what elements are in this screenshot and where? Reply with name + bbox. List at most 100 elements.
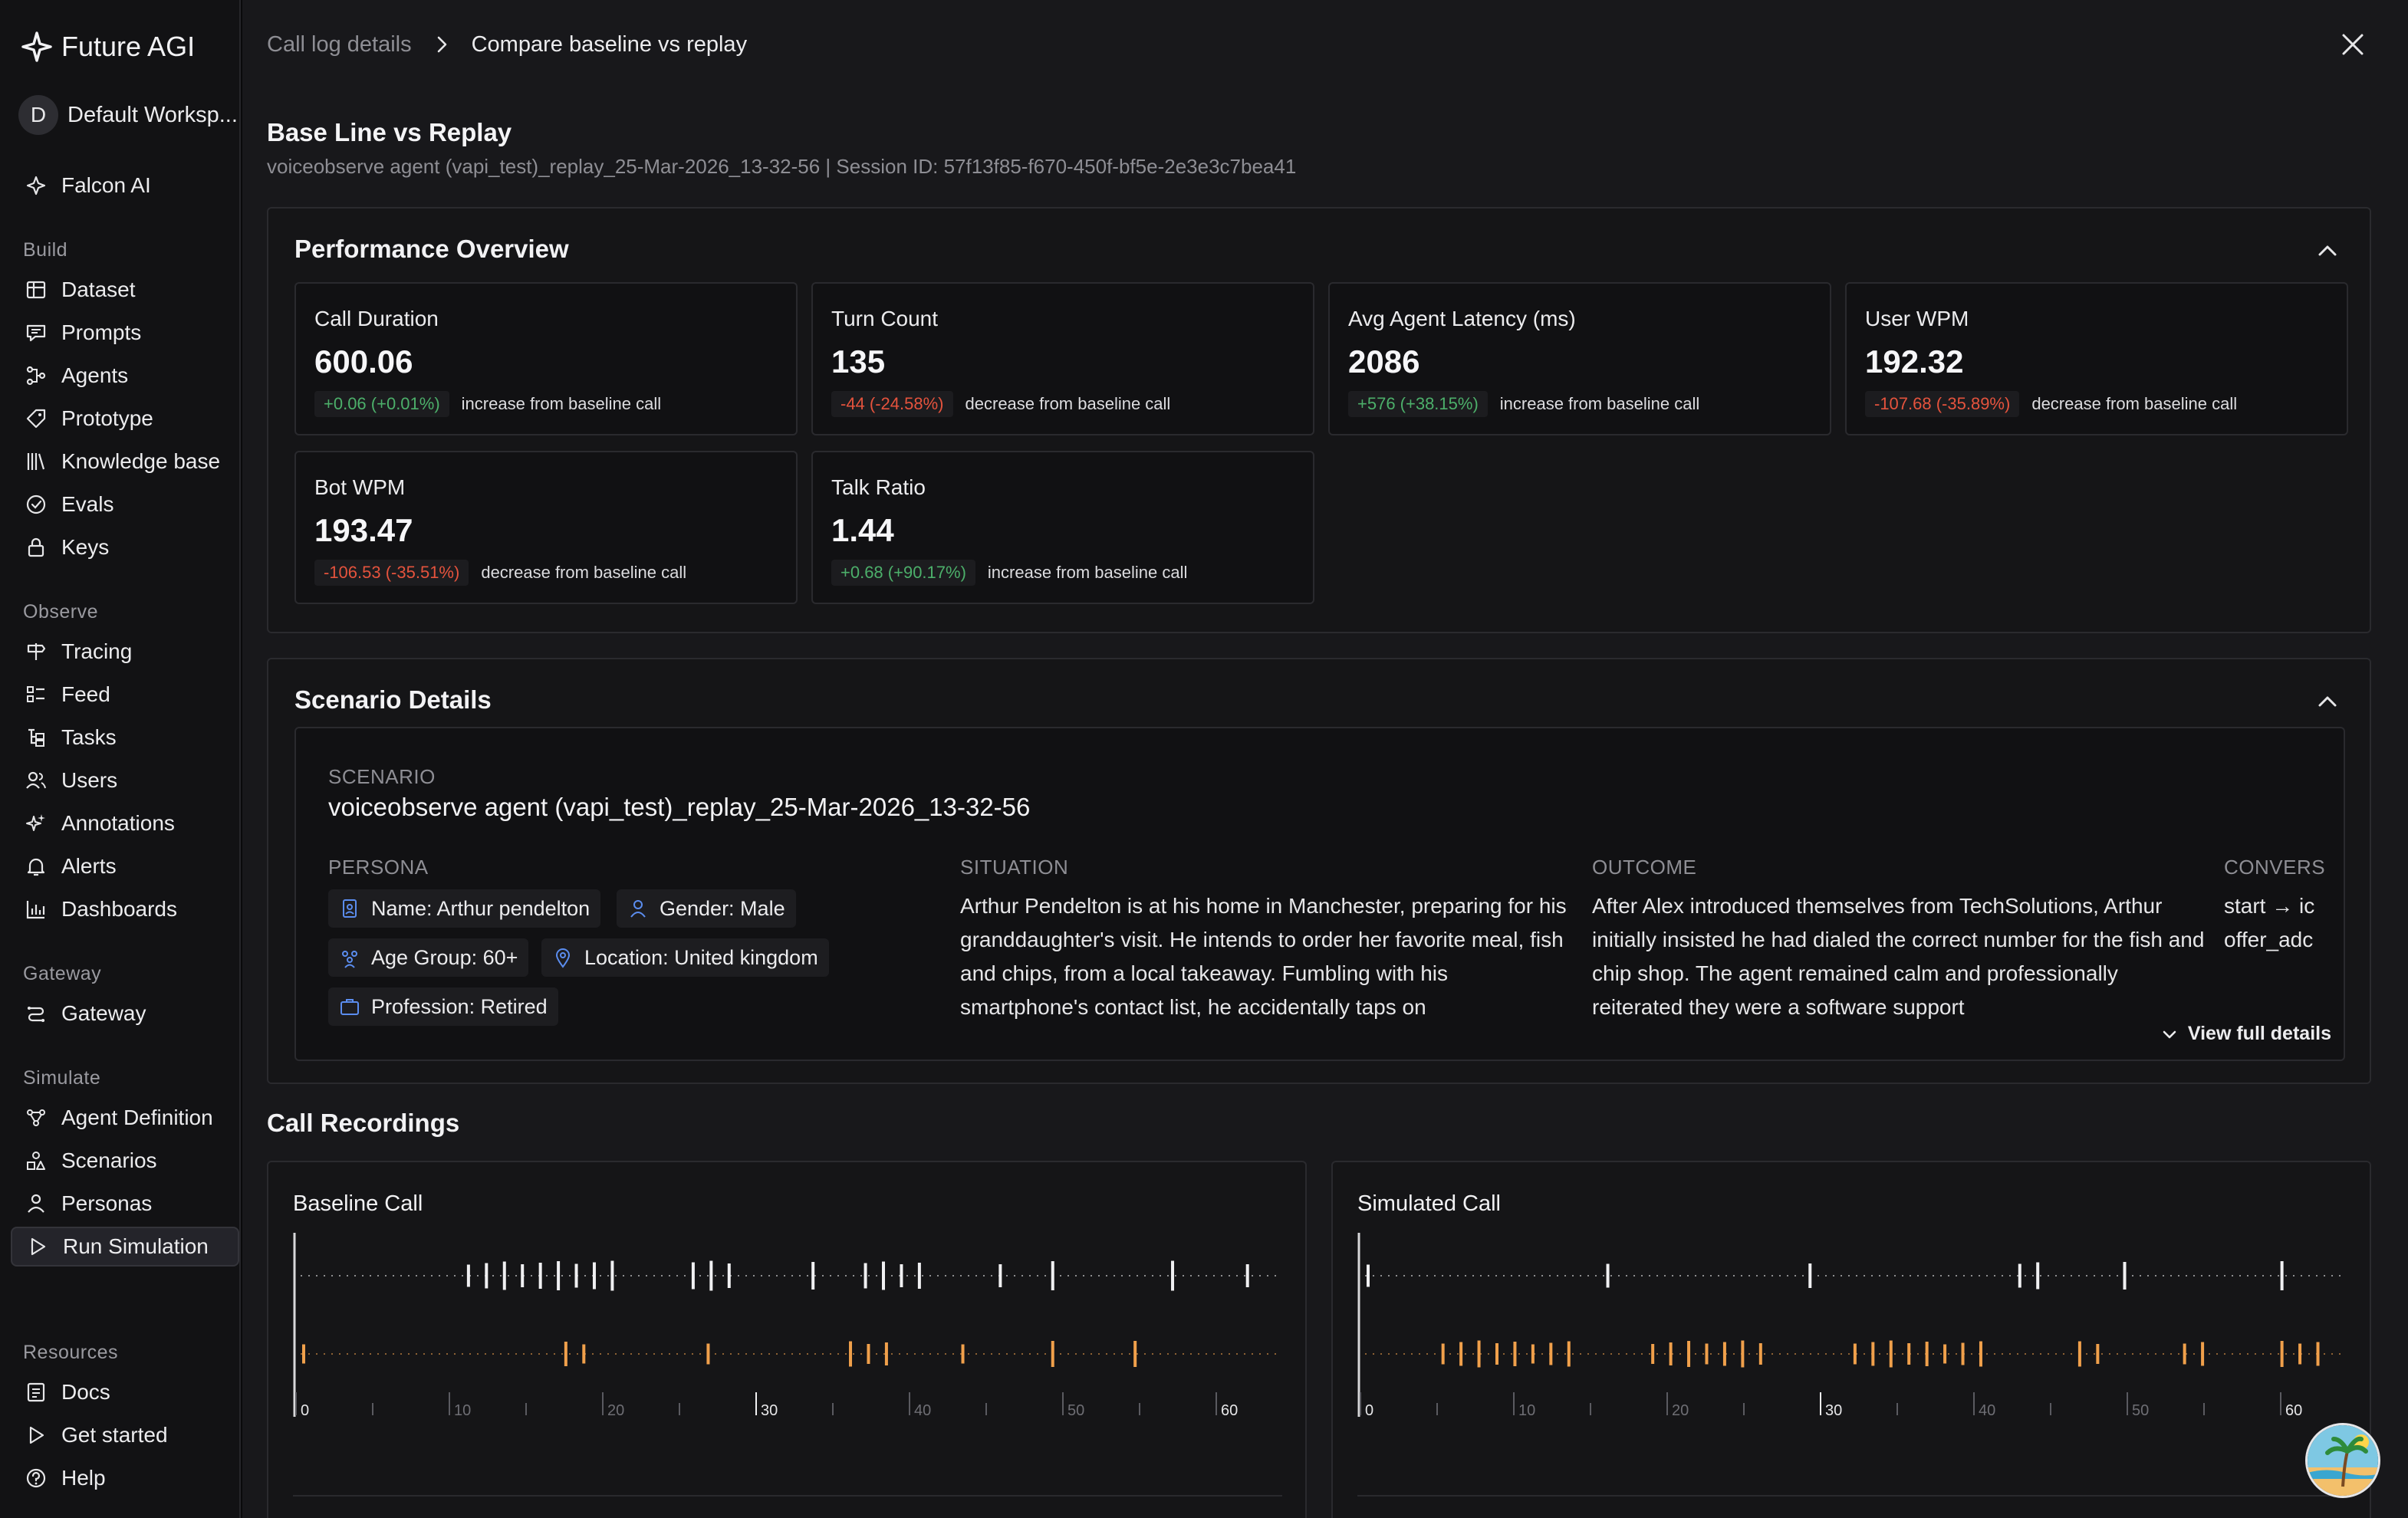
user-speech-bar bbox=[1705, 1343, 1709, 1365]
chevron-right-icon bbox=[437, 36, 446, 53]
future-agi-logo-icon bbox=[21, 31, 52, 62]
sidebar-item-feed[interactable]: Feed bbox=[11, 675, 239, 715]
view-full-details-button[interactable]: View full details bbox=[2160, 1023, 2331, 1045]
sidebar-item-agents[interactable]: Agents bbox=[11, 356, 239, 396]
sidebar-item-users[interactable]: Users bbox=[11, 761, 239, 800]
sidebar-item-prompts[interactable]: Prompts bbox=[11, 313, 239, 353]
user-speech-bar bbox=[884, 1342, 888, 1365]
scenario-details-title: Scenario Details bbox=[294, 685, 492, 714]
sidebar-item-agent-definition[interactable]: Agent Definition bbox=[11, 1098, 239, 1138]
sidebar-item-dashboards[interactable]: Dashboards bbox=[11, 889, 239, 929]
close-icon[interactable] bbox=[2337, 29, 2368, 60]
sidebar-item-prototype[interactable]: Prototype bbox=[11, 399, 239, 439]
sidebar-item-annotations[interactable]: Annotations bbox=[11, 803, 239, 843]
user-speech-bar bbox=[706, 1343, 710, 1365]
persona-age-chip: Age Group: 60+ bbox=[328, 938, 529, 977]
sidebar-item-alerts[interactable]: Alerts bbox=[11, 846, 239, 886]
metric-card: User WPM 192.32 -107.68 (-35.89%) decrease … bbox=[1845, 282, 2348, 435]
persona-name: Name: Arthur pendelton bbox=[371, 896, 590, 920]
id-badge-icon bbox=[343, 899, 357, 918]
brand-logo[interactable]: Future AGI bbox=[21, 31, 195, 63]
help-assistant-avatar[interactable] bbox=[2305, 1423, 2380, 1498]
metric-label: Call Duration bbox=[314, 307, 439, 330]
metric-change: -106.53 (-35.51%) decrease from baseline … bbox=[314, 560, 686, 586]
sidebar-item-label: Alerts bbox=[61, 854, 117, 878]
user-speech-bar bbox=[1961, 1342, 1965, 1365]
agent-speech-bar bbox=[1245, 1264, 1249, 1287]
agent-speech-bar bbox=[557, 1261, 561, 1290]
sidebar-section-observe: Observe bbox=[23, 601, 98, 623]
metric-change: -44 (-24.58%) decrease from baseline call bbox=[831, 391, 1170, 417]
sidebar-item-run-simulation[interactable]: Run Simulation bbox=[11, 1227, 239, 1267]
agent-speech-bar bbox=[1606, 1263, 1610, 1288]
user-speech-bar bbox=[582, 1344, 586, 1364]
sidebar-item-tracing[interactable]: Tracing bbox=[11, 632, 239, 672]
sidebar-section-simulate: Simulate bbox=[23, 1067, 101, 1089]
metric-change: +0.68 (+90.17%) increase from baseline ca… bbox=[831, 560, 1187, 586]
chevron-up-icon[interactable] bbox=[2313, 687, 2342, 716]
conversation-label: CONVERS bbox=[2224, 856, 2326, 879]
tree-icon bbox=[28, 728, 44, 747]
sidebar: Future AGI D Default Worksp... Falcon AI… bbox=[0, 0, 241, 1518]
sidebar-item-evals[interactable]: Evals bbox=[11, 485, 239, 524]
agent-speech-bar bbox=[864, 1263, 867, 1289]
breadcrumb-parent[interactable]: Call log details bbox=[267, 31, 412, 57]
scenario-card: SCENARIO voiceobserve agent (vapi_test)_… bbox=[294, 727, 2345, 1061]
workspace-switcher[interactable]: D Default Worksp... bbox=[18, 95, 241, 135]
persona-gender-chip: Gender: Male bbox=[617, 889, 796, 928]
axis-tick-label: 20 bbox=[607, 1402, 624, 1419]
falcon-icon bbox=[26, 176, 46, 196]
lock-icon bbox=[28, 537, 44, 557]
sidebar-section-gateway: Gateway bbox=[23, 963, 102, 984]
sidebar-section-resources: Resources bbox=[23, 1342, 118, 1363]
axis-tick-label: 50 bbox=[2132, 1402, 2149, 1419]
agent-speech-bar bbox=[811, 1262, 815, 1290]
sidebar-item-get-started[interactable]: Get started bbox=[11, 1415, 239, 1455]
user-speech-bar bbox=[1051, 1341, 1054, 1367]
metric-change: +576 (+38.15%) increase from baseline cal… bbox=[1348, 391, 1699, 417]
metric-change: +0.06 (+0.01%) increase from baseline cal… bbox=[314, 391, 661, 417]
sidebar-item-docs[interactable]: Docs bbox=[11, 1372, 239, 1412]
user-speech-bar bbox=[2201, 1342, 2205, 1366]
chevron-up-icon[interactable] bbox=[2313, 236, 2342, 265]
user-speech-bar bbox=[1871, 1342, 1875, 1366]
page-subtitle: voiceobserve agent (vapi_test)_replay_25… bbox=[267, 155, 1297, 178]
sidebar-item-keys[interactable]: Keys bbox=[11, 527, 239, 567]
user-speech-bar bbox=[1925, 1342, 1929, 1366]
user-speech-bar bbox=[1979, 1341, 1982, 1367]
metric-card: Bot WPM 193.47 -106.53 (-35.51%) decrease f… bbox=[294, 451, 798, 604]
performance-overview-title: Performance Overview bbox=[294, 235, 569, 263]
top-bar: Call log details Compare baseline vs rep… bbox=[242, 0, 2408, 89]
chevron-down-icon bbox=[2163, 1030, 2176, 1038]
sidebar-item-tasks[interactable]: Tasks bbox=[11, 718, 239, 757]
user-speech-bar bbox=[849, 1341, 853, 1367]
agent-speech-bar bbox=[485, 1263, 489, 1289]
metric-change-desc: increase from baseline call bbox=[987, 563, 1188, 582]
agent-speech-bar bbox=[2280, 1261, 2284, 1290]
agent-speech-bar bbox=[2018, 1263, 2021, 1288]
agent-speech-bar bbox=[521, 1264, 525, 1287]
sidebar-item-personas[interactable]: Personas bbox=[11, 1184, 239, 1224]
signpost-icon bbox=[27, 643, 46, 660]
agent-speech-bar bbox=[1051, 1261, 1054, 1290]
simulated-waveform[interactable]: 0 10 20 30 40 50 60 bbox=[1356, 1233, 2353, 1432]
sidebar-item-gateway[interactable]: Gateway bbox=[11, 994, 239, 1033]
sidebar-item-falcon-ai[interactable]: Falcon AI bbox=[11, 166, 239, 205]
sidebar-item-label: Docs bbox=[61, 1380, 110, 1404]
axis-tick-label: 40 bbox=[1979, 1402, 1995, 1419]
metric-delta-badge: -44 (-24.58%) bbox=[831, 391, 953, 417]
agent-speech-bar bbox=[1367, 1264, 1370, 1287]
axis-tick-label: 40 bbox=[914, 1402, 931, 1419]
sidebar-item-label: Dashboards bbox=[61, 897, 177, 921]
axis-tick-label: 30 bbox=[1825, 1402, 1842, 1419]
agent-speech-bar bbox=[610, 1260, 614, 1291]
sidebar-item-scenarios[interactable]: Scenarios bbox=[11, 1141, 239, 1181]
sidebar-item-dataset[interactable]: Dataset bbox=[11, 270, 239, 310]
sidebar-item-help[interactable]: Help bbox=[11, 1458, 239, 1498]
bar-chart-icon bbox=[26, 901, 45, 919]
user-speech-bar bbox=[1441, 1343, 1445, 1365]
baseline-waveform[interactable]: 0 10 20 30 40 50 60 bbox=[291, 1233, 1288, 1432]
conversation-text: start → ic offer_adc bbox=[2224, 894, 2315, 951]
sidebar-item-label: Personas bbox=[61, 1191, 153, 1215]
sidebar-item-knowledge-base[interactable]: Knowledge base bbox=[11, 442, 239, 481]
